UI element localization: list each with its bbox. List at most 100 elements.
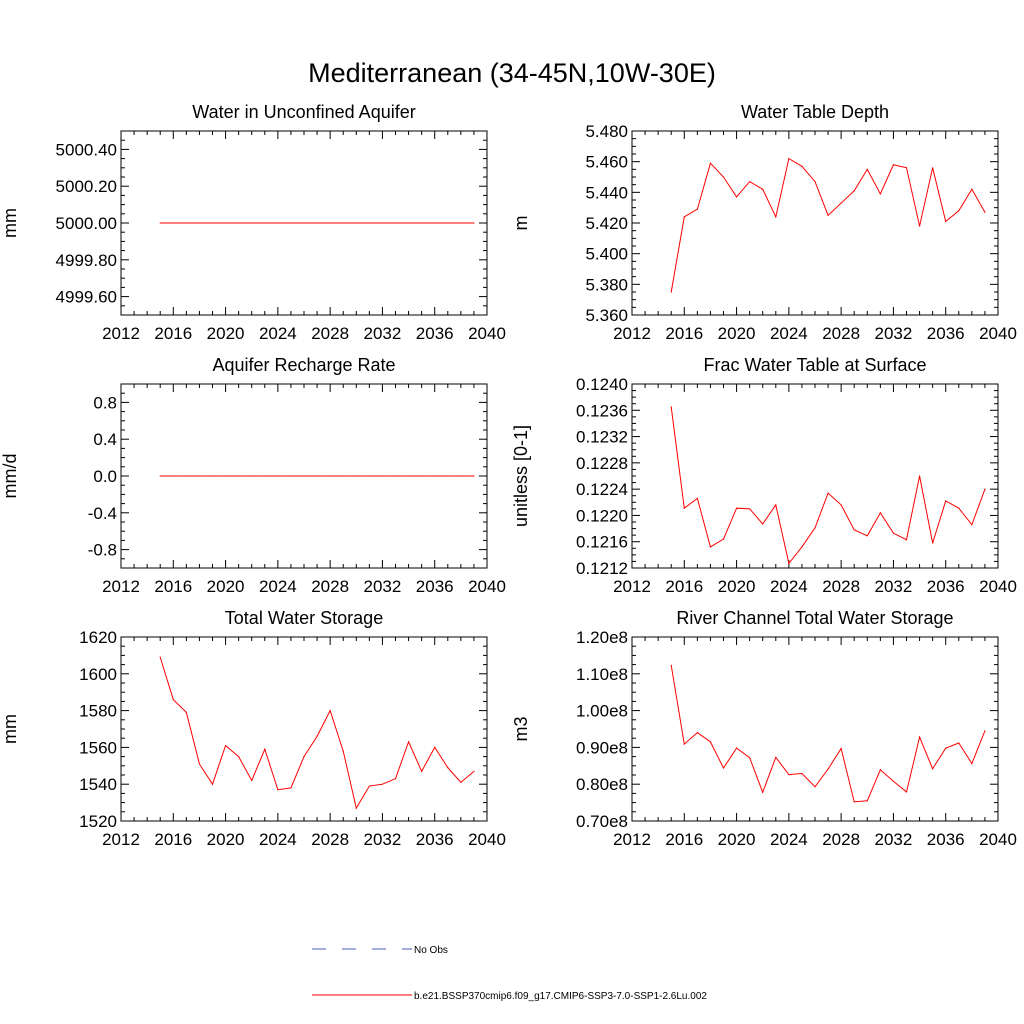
x-tick-label: 2024 [259,830,297,849]
data-point [434,222,436,224]
y-tick-label: 0.1212 [576,559,628,578]
x-tick-label: 2040 [979,577,1017,596]
data-point [342,222,344,224]
plot-frame [120,636,488,822]
data-point [290,475,292,477]
data-point [670,291,672,293]
data-point [342,750,344,752]
series-line [670,157,986,293]
data-point [735,507,738,509]
data-point [421,222,423,224]
panels: Water in Unconfined Aquifer mm 2012 2016 202… [0,102,1017,849]
data-point [238,222,240,224]
data-point [853,190,855,192]
y-tick-label: 0.0 [93,467,117,486]
data-point [892,532,895,534]
data-point [905,167,908,169]
data-point [853,801,855,803]
y-tick-label: 0.70e8 [576,812,628,831]
data-point [198,475,201,477]
data-point [277,222,279,224]
data-point [749,181,751,183]
data-point [762,188,764,190]
y-tick-label: 0.1220 [576,506,628,525]
data-point [918,225,921,227]
data-point [316,735,318,737]
x-tick-label: 2012 [613,324,651,343]
x-tick-label: 2036 [927,324,965,343]
data-point [251,475,253,477]
data-point [905,791,908,793]
data-point [709,741,712,743]
x-tick-label: 2024 [259,577,297,596]
x-tick-label: 2032 [364,830,402,849]
data-point [905,539,908,541]
main-title: Mediterranean (34-45N,10W-30E) [308,58,716,88]
data-point [368,785,370,787]
data-point [251,779,253,782]
data-point [984,730,986,732]
data-point [185,711,187,714]
panel-title: Total Water Storage [225,608,383,628]
y-tick-label: 5.460 [585,153,628,172]
data-point [683,216,685,218]
x-tick-label: 2020 [718,577,756,596]
x-tick-label: 2012 [613,577,651,596]
y-tick-label: 0.80e8 [576,775,628,794]
y-tick-label: 4999.60 [56,288,117,307]
data-point [211,222,214,224]
data-point [866,800,868,802]
data-point [735,747,738,749]
x-tick-label: 2020 [718,324,756,343]
x-tick-label: 2012 [102,577,140,596]
data-point [264,748,266,750]
data-point [788,774,790,776]
data-point [224,222,227,224]
data-point [434,746,436,749]
y-tick-label: 5.360 [585,306,628,325]
x-tick-label: 2016 [665,324,703,343]
data-point [381,222,384,224]
data-point [381,475,384,477]
plot-frame [631,130,999,316]
data-point [932,542,934,544]
plot-frame [631,636,999,822]
y-axis-label: mm [0,208,20,238]
data-point [381,783,384,785]
data-point [971,188,973,190]
data-point [460,781,462,783]
data-point [473,770,475,772]
data-point [749,757,751,759]
x-tick-label: 2040 [468,830,506,849]
data-point [814,527,816,529]
data-point [709,546,712,548]
series-line [670,406,986,565]
x-tick-label: 2016 [154,577,192,596]
data-point [473,475,475,477]
y-tick-label: 5000.00 [56,214,117,233]
x-tick-label: 2028 [822,830,860,849]
data-point [172,698,174,701]
data-point [394,222,397,224]
data-point [958,742,960,744]
x-tick-label: 2012 [102,830,140,849]
data-point [696,732,698,734]
data-point [984,488,986,490]
data-point [971,524,973,526]
x-tick-label: 2032 [875,324,913,343]
x-tick-label: 2028 [311,830,349,849]
y-tick-label: 5000.40 [56,140,117,159]
data-point [172,222,174,224]
data-point [224,475,227,477]
data-point [407,475,410,477]
y-tick-label: 1.10e8 [576,665,628,684]
x-tick-label: 2032 [364,577,402,596]
y-tick-label: 1580 [79,702,117,721]
panel-3: Aquifer Recharge Rate mm/d 2012 2016 2020 202… [0,355,506,596]
data-point [211,783,214,785]
data-point [185,222,187,224]
data-point [840,504,842,506]
panel-title: Aquifer Recharge Rate [212,355,395,375]
data-point [303,222,305,224]
